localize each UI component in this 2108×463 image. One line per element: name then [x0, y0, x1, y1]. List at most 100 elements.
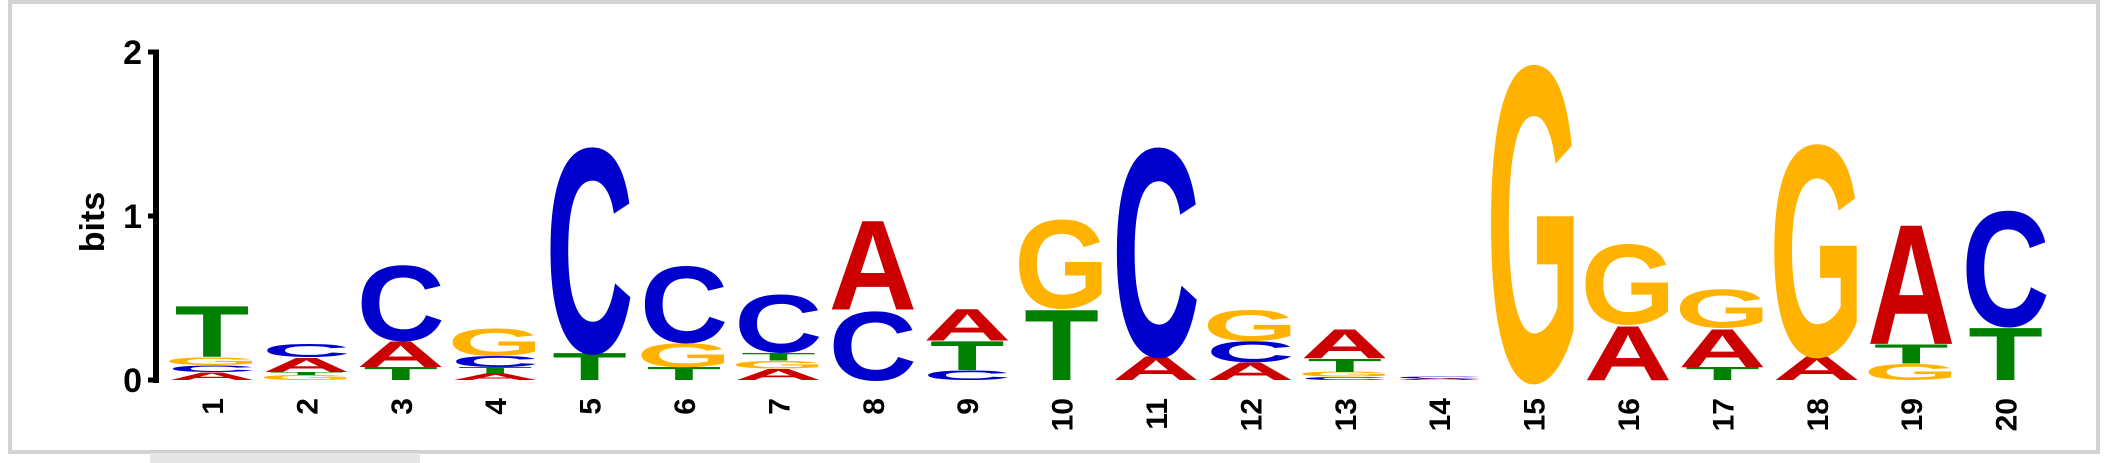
logo-letter-t: T: [269, 371, 344, 376]
logo-letter-a: A: [262, 353, 350, 376]
logo-letter-a: A: [1206, 357, 1294, 385]
letter-stack: TGC: [636, 243, 731, 384]
y-axis-ticks: 0 1 2: [123, 34, 159, 400]
logo-letter-g: G: [1014, 195, 1109, 335]
logo-letter-a: A: [734, 366, 822, 384]
y-axis-label: bits: [74, 192, 112, 252]
logo-letter-c: C: [262, 340, 350, 361]
x-tick-label: 13: [1330, 398, 1363, 431]
logo-letter-c: C: [734, 279, 822, 371]
logo-letter-g: G: [164, 355, 259, 368]
x-tick-label: 6: [669, 398, 702, 415]
logo-letter-g: G: [448, 321, 543, 364]
letter-stack: AG: [1580, 222, 1675, 397]
logo-letter-t: T: [552, 345, 627, 388]
logo-letter-a: A: [1584, 309, 1672, 396]
logo-letter-a: A: [1867, 188, 1955, 380]
logo-letter-g: G: [1486, 0, 1581, 460]
chart-frame: [8, 0, 2100, 454]
letter-stack: TAG: [1675, 278, 1770, 384]
logo-letter-a: A: [1395, 378, 1483, 381]
x-tick-label: 8: [858, 398, 891, 415]
logo-letter-c: C: [829, 291, 917, 401]
logo-letter-c: C: [1112, 87, 1200, 419]
logo-letter-g: G: [1203, 302, 1298, 350]
x-tick-label: 16: [1613, 398, 1646, 431]
logo-letter-t: T: [930, 333, 1005, 379]
logo-letter-g: G: [731, 358, 826, 371]
logo-letter-c: C: [1301, 376, 1389, 381]
logo-letter-c: C: [1961, 177, 2049, 361]
letter-stack: TC: [1961, 177, 2049, 396]
x-tick-label: 15: [1519, 398, 1552, 431]
letter-stack: TG: [1014, 195, 1109, 401]
logo-letter-t: T: [458, 365, 533, 375]
logo-letter-t: T: [1307, 355, 1382, 376]
letter-stack: ACG: [1203, 302, 1298, 386]
letter-stack: CA: [829, 194, 917, 402]
logo-letter-g: G: [1297, 371, 1392, 379]
logo-letter-t: T: [363, 363, 438, 384]
logo-letter-g: G: [1675, 278, 1770, 339]
x-tick-label: 3: [386, 398, 419, 415]
x-tick-label: 20: [1991, 398, 2024, 431]
logo-letter-c: C: [1206, 335, 1294, 368]
logo-letter-g: G: [1864, 359, 1959, 385]
x-tick-label: 5: [575, 398, 608, 415]
letter-stack: AG: [1769, 81, 1864, 419]
logo-letter-g: G: [1769, 81, 1864, 419]
logo-letter-c: C: [357, 244, 445, 364]
logo-letter-c: C: [168, 364, 256, 374]
letter-stack: TAC: [357, 244, 445, 384]
letter-stack: GTA: [1864, 188, 1959, 385]
logo-letter-a: A: [1112, 349, 1200, 387]
logo-letter-a: A: [357, 334, 445, 375]
logo-letter-a: A: [168, 370, 256, 383]
x-tick-label: 11: [1141, 398, 1174, 430]
x-tick-label: 7: [763, 398, 796, 415]
x-tick-label: 9: [952, 398, 985, 415]
letter-stack: TC: [545, 87, 633, 415]
letter-stack: AC: [1395, 376, 1483, 380]
logo-letter-c: C: [640, 243, 728, 366]
x-tick-label: 10: [1047, 398, 1080, 431]
logo-letter-g: G: [259, 374, 354, 382]
logo-letter-a: A: [923, 299, 1011, 351]
logo-letter-a: A: [451, 372, 539, 382]
x-tick-label: 19: [1896, 398, 1929, 431]
logo-letter-t: T: [1968, 312, 2043, 397]
x-tick-label: 18: [1802, 398, 1835, 431]
logo-letter-t: T: [741, 350, 816, 363]
x-axis-tick-labels: 1 2 3 4 5 6 7 8 9 10 11 12 13 14 15 16 17 18 19 20: [197, 398, 2024, 432]
letter-stack: CTA: [923, 299, 1011, 383]
x-tick-label: 2: [291, 398, 324, 415]
x-tick-label: 1: [197, 398, 230, 415]
logo-letter-c: C: [1395, 376, 1483, 379]
logo-letter-c: C: [451, 353, 539, 371]
logo-letter-t: T: [175, 292, 250, 373]
logo-letter-c: C: [545, 87, 633, 415]
logo-letter-a: A: [1773, 349, 1861, 387]
y-tick-label: 0: [123, 362, 142, 400]
y-tick-label: 1: [123, 198, 142, 236]
logo-letter-a: A: [829, 194, 917, 337]
letter-stack: AC: [1112, 87, 1200, 419]
logo-letter-t: T: [647, 363, 722, 384]
logo-letter-t: T: [1685, 363, 1760, 384]
logo-letter-t: T: [1874, 339, 1949, 370]
logo-letter-g: G: [636, 336, 731, 374]
logo-letter-a: A: [1678, 318, 1766, 379]
logo-letter-a: A: [1301, 322, 1389, 368]
x-tick-label: 17: [1707, 398, 1740, 431]
letter-stack: G: [1486, 0, 1581, 460]
x-tick-label: 4: [480, 398, 513, 415]
logo-letter-g: G: [1580, 222, 1675, 350]
logo-letter-c: C: [923, 368, 1011, 383]
